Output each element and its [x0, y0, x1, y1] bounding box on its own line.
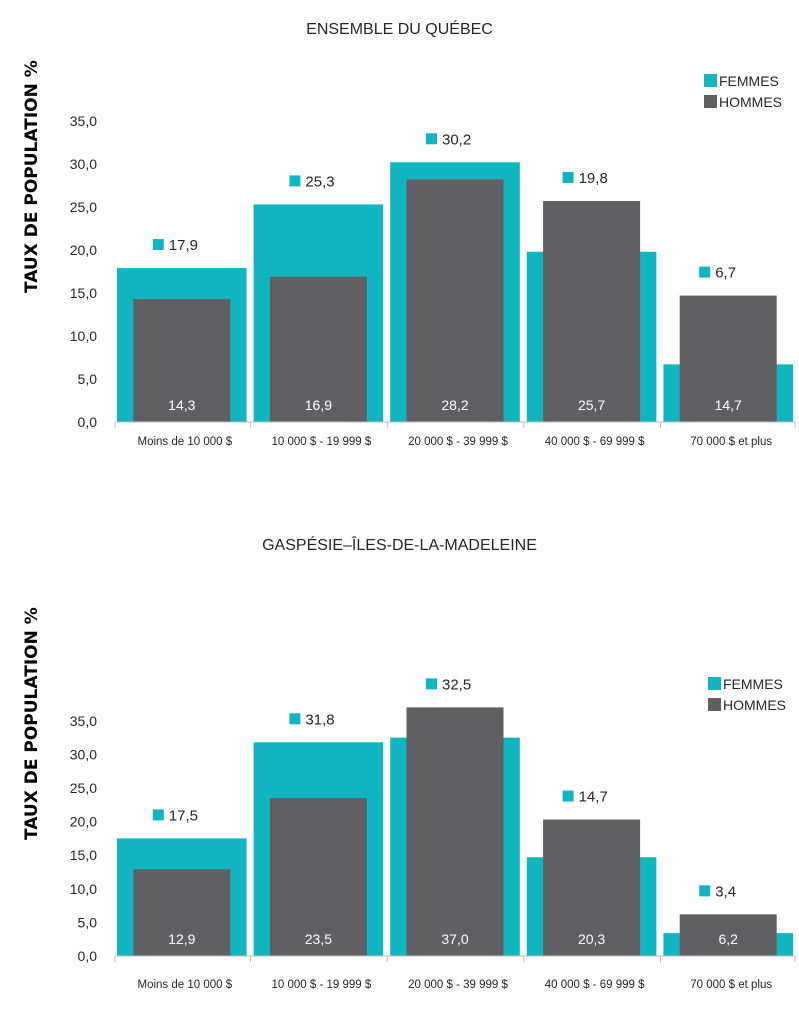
chart-1-y-tick-label: 35,0: [70, 113, 97, 129]
chart-2-x-tick-label: 20 000 $ - 39 999 $: [408, 979, 508, 991]
chart-2-legend-label-femmes: FEMMES: [723, 676, 783, 692]
chart-1-x-tick-label: 10 000 $ - 19 999 $: [272, 436, 372, 448]
chart-1-legend-swatch-hommes: [704, 95, 717, 108]
chart-1-y-tick-label: 25,0: [70, 199, 97, 215]
chart-1-y-tick-label: 10,0: [70, 328, 97, 344]
chart-2-legend-swatch-hommes: [708, 698, 721, 711]
chart-1-bar-hommes: [543, 200, 641, 422]
chart-1-x-tick-label: Moins de 10 000 $: [137, 436, 232, 448]
chart-2-data-label-hommes: 37,0: [441, 931, 468, 947]
chart-1-data-label-femmes: 30,2: [442, 131, 471, 148]
chart-2-data-label-femmes: 3,4: [715, 883, 736, 900]
chart-1-legend-label-hommes: HOMMES: [719, 94, 782, 110]
chart-2-data-label-femmes: 32,5: [442, 676, 471, 693]
chart-1-data-label-femmes: 6,7: [715, 265, 736, 282]
chart-2-y-tick-label: 15,0: [70, 847, 97, 863]
chart-2-data-label-marker-femmes: [699, 885, 711, 897]
chart-1-title: ENSEMBLE DU QUÉBEC: [306, 21, 493, 38]
chart-2-y-tick-label: 25,0: [70, 780, 97, 796]
chart-1-data-label-femmes: 25,3: [305, 173, 334, 190]
chart-1-x-tick-label: 20 000 $ - 39 999 $: [408, 436, 508, 448]
chart-2-y-tick-label: 10,0: [70, 881, 97, 897]
chart-2-data-label-hommes: 20,3: [578, 931, 605, 947]
chart-1-data-label-hommes: 16,9: [305, 397, 332, 413]
chart-1-data-label-hommes: 14,3: [168, 397, 195, 413]
chart-2-data-label-hommes: 12,9: [168, 931, 195, 947]
chart-1-legend-swatch-femmes: [704, 74, 717, 87]
chart-2-y-tick-label: 35,0: [70, 713, 97, 729]
chart-1-x-tick-label: 40 000 $ - 69 999 $: [545, 436, 645, 448]
chart-1-data-label-marker-femmes: [289, 175, 301, 187]
chart-2-bar-hommes: [406, 707, 504, 956]
chart-1-data-label-femmes: 19,8: [579, 170, 608, 187]
chart-2-y-tick-label: 0,0: [78, 948, 98, 964]
chart-1-y-tick-label: 5,0: [78, 371, 98, 387]
chart-2-x-tick-label: 40 000 $ - 69 999 $: [545, 979, 645, 991]
chart-1-bar-hommes: [269, 276, 367, 422]
chart-2-bar-hommes: [543, 819, 641, 956]
chart-1-bar-hommes: [679, 295, 777, 422]
chart-1-data-label-marker-femmes: [562, 171, 574, 183]
chart-1-data-label-femmes: 17,9: [169, 237, 198, 254]
chart-1-legend-label-femmes: FEMMES: [719, 73, 779, 89]
chart-2-data-label-femmes: 17,5: [169, 807, 198, 824]
chart-2-legend-swatch-femmes: [708, 677, 721, 690]
chart-1-y-tick-label: 30,0: [70, 156, 97, 172]
chart-1-x-tick-label: 70 000 $ et plus: [690, 436, 772, 448]
chart-1-data-label-marker-femmes: [426, 133, 437, 145]
chart-2-bar-hommes: [133, 869, 231, 956]
chart-1-y-tick-label: 15,0: [70, 285, 97, 301]
chart-2-y-tick-label: 20,0: [70, 814, 97, 830]
chart-2-y-tick-label: 30,0: [70, 746, 97, 762]
chart-2-data-label-femmes: 14,7: [579, 789, 608, 806]
chart-2-bar-hommes: [269, 798, 367, 956]
chart-2-x-tick-label: Moins de 10 000 $: [137, 979, 232, 991]
chart-2-data-label-marker-femmes: [562, 790, 574, 802]
chart-1-data-label-marker-femmes: [152, 239, 164, 251]
chart-2-data-label-hommes: 23,5: [305, 931, 332, 947]
chart-2-data-label-marker-femmes: [289, 713, 301, 725]
chart-2-x-tick-label: 70 000 $ et plus: [690, 979, 772, 991]
chart-2-data-label-hommes: 6,2: [718, 931, 738, 947]
chart-2-x-tick-label: 10 000 $ - 19 999 $: [272, 979, 372, 991]
chart-2-legend-label-hommes: HOMMES: [723, 697, 786, 713]
chart-1-data-label-hommes: 25,7: [578, 397, 605, 413]
chart-1-bar-hommes: [406, 179, 504, 422]
chart-1-y-tick-label: 0,0: [78, 414, 98, 430]
chart-1-bar-hommes: [133, 299, 231, 422]
chart-1-y-tick-label: 20,0: [70, 242, 97, 258]
chart-1-data-label-hommes: 14,7: [715, 397, 742, 413]
chart-2-y-tick-label: 5,0: [78, 914, 98, 930]
chart-2-data-label-marker-femmes: [426, 678, 437, 690]
chart-2-bar-hommes: [679, 914, 777, 956]
chart-2-data-label-marker-femmes: [152, 809, 164, 821]
chart-2-data-label-femmes: 31,8: [305, 711, 334, 728]
chart-1-data-label-hommes: 28,2: [441, 397, 468, 413]
chart-2-title: GASPÉSIE–ÎLES-DE-LA-MADELEINE: [262, 537, 537, 554]
chart-1-data-label-marker-femmes: [699, 266, 711, 278]
